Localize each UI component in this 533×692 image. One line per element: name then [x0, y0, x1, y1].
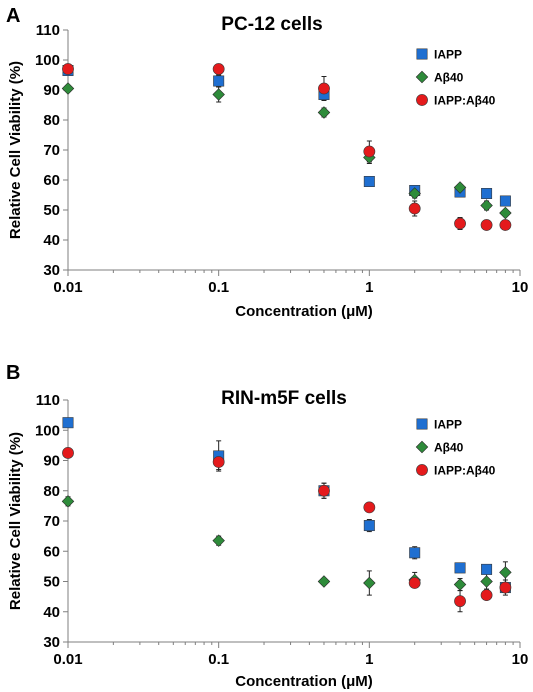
y-tick-label: 40 — [43, 232, 60, 249]
panel-label: A — [6, 5, 20, 27]
data-point-iapp — [409, 547, 421, 559]
x-tick-label: 1 — [365, 651, 373, 668]
y-tick-label: 30 — [43, 262, 60, 279]
legend-marker — [416, 48, 428, 60]
data-point-iapp-a-40 — [62, 447, 74, 459]
legend-label: IAPP:Aβ40 — [434, 464, 496, 478]
y-tick-label: 60 — [43, 172, 60, 189]
data-point-iapp — [62, 417, 74, 429]
data-point-iapp — [481, 563, 493, 575]
data-point-a-40 — [408, 187, 421, 200]
data-point-iapp-a-40 — [363, 501, 376, 514]
y-axis-title: Relative Cell Viability (%) — [7, 61, 24, 239]
data-point-a-40 — [212, 534, 225, 547]
y-tick-label: 50 — [43, 202, 60, 219]
legend-label: Aβ40 — [434, 441, 464, 455]
data-point-iapp-a-40 — [318, 82, 330, 95]
panel-label: B — [6, 362, 20, 384]
data-point-iapp-a-40 — [62, 63, 74, 75]
chart-title: RIN-m5F cells — [221, 388, 347, 409]
data-point-iapp — [454, 562, 466, 574]
data-point-iapp-a-40 — [408, 202, 421, 215]
legend-marker — [416, 418, 428, 430]
data-point-a-40 — [317, 106, 331, 119]
data-point-a-40 — [499, 566, 512, 579]
data-point-iapp-a-40 — [212, 63, 225, 75]
x-tick-label: 10 — [512, 651, 529, 668]
y-tick-label: 70 — [43, 513, 60, 530]
legend-marker — [416, 464, 428, 476]
data-point-a-40 — [61, 82, 75, 95]
y-axis-title: Relative Cell Viability (%) — [7, 432, 24, 610]
data-point-a-40 — [61, 495, 75, 508]
legend-marker — [416, 94, 428, 106]
y-tick-label: 100 — [35, 52, 60, 69]
data-point-iapp — [363, 176, 375, 188]
y-tick-label: 50 — [43, 574, 60, 591]
x-tick-label: 10 — [512, 279, 529, 296]
data-point-a-40 — [212, 88, 225, 101]
x-tick-label: 0.1 — [208, 651, 229, 668]
data-point-iapp-a-40 — [499, 581, 512, 594]
y-tick-label: 80 — [43, 483, 60, 500]
data-point-iapp-a-40 — [212, 456, 225, 468]
x-tick-label: 1 — [365, 279, 373, 296]
data-point-iapp-a-40 — [363, 145, 376, 158]
legend-label: IAPP — [434, 418, 462, 432]
y-tick-label: 30 — [43, 634, 60, 651]
data-point-iapp-a-40 — [318, 484, 330, 497]
chart-title: PC-12 cells — [221, 14, 322, 35]
y-tick-label: 60 — [43, 543, 60, 560]
data-point-a-40 — [317, 575, 331, 588]
y-tick-label: 90 — [43, 82, 60, 99]
data-point-iapp-a-40 — [480, 589, 493, 602]
legend-marker — [415, 440, 429, 454]
data-point-iapp-a-40 — [499, 219, 512, 231]
x-axis-title: Concentration (μM) — [235, 673, 373, 690]
y-tick-label: 70 — [43, 142, 60, 159]
data-point-iapp-a-40 — [454, 595, 466, 608]
legend-label: IAPP:Aβ40 — [434, 94, 496, 108]
data-point-a-40 — [480, 199, 493, 212]
y-tick-label: 80 — [43, 112, 60, 129]
data-point-iapp-a-40 — [454, 217, 466, 230]
legend-label: IAPP — [434, 48, 462, 62]
data-point-iapp-a-40 — [480, 219, 493, 231]
y-tick-label: 90 — [43, 453, 60, 470]
legend-marker — [415, 70, 429, 84]
x-axis-title: Concentration (μM) — [235, 303, 373, 320]
x-tick-label: 0.01 — [53, 651, 82, 668]
y-tick-label: 100 — [35, 422, 60, 439]
data-point-iapp — [213, 75, 225, 87]
y-tick-label: 110 — [36, 22, 60, 39]
x-tick-label: 0.01 — [53, 279, 82, 296]
data-point-iapp-a-40 — [408, 577, 421, 589]
data-point-iapp — [363, 520, 375, 532]
data-point-a-40 — [453, 578, 467, 591]
y-tick-label: 40 — [43, 604, 60, 621]
y-tick-label: 110 — [36, 392, 60, 409]
x-tick-label: 0.1 — [208, 279, 229, 296]
data-point-a-40 — [453, 181, 467, 194]
data-point-a-40 — [363, 576, 376, 590]
legend-label: Aβ40 — [434, 71, 464, 85]
data-point-a-40 — [499, 206, 512, 220]
data-point-iapp — [481, 188, 493, 200]
data-point-iapp — [499, 195, 511, 207]
data-point-a-40 — [480, 575, 493, 588]
